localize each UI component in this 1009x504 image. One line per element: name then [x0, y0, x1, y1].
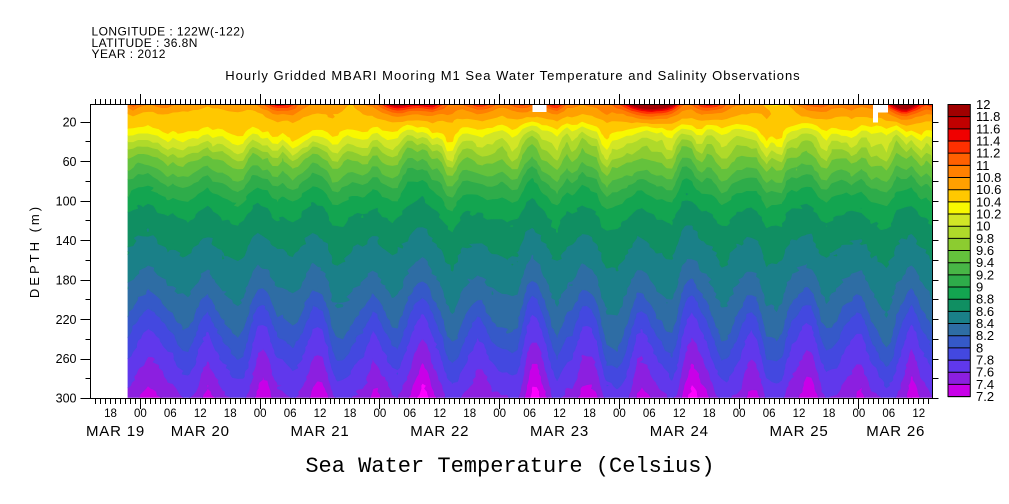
svg-text:00: 00 [493, 408, 506, 420]
svg-text:18: 18 [583, 408, 596, 420]
svg-text:Hourly Gridded MBARI Mooring M: Hourly Gridded MBARI Mooring M1 Sea Wate… [225, 68, 800, 83]
svg-text:10.8: 10.8 [976, 170, 1001, 185]
svg-text:18: 18 [823, 408, 836, 420]
svg-text:12: 12 [433, 408, 446, 420]
svg-text:00: 00 [254, 408, 267, 420]
svg-text:12: 12 [553, 408, 566, 420]
svg-text:11.8: 11.8 [976, 109, 1000, 124]
svg-text:00: 00 [134, 408, 147, 420]
svg-text:180: 180 [56, 273, 77, 287]
svg-text:8: 8 [976, 340, 983, 355]
svg-text:11.2: 11.2 [976, 146, 1000, 161]
svg-text:MAR 25: MAR 25 [770, 423, 829, 440]
svg-text:06: 06 [523, 408, 536, 420]
svg-text:18: 18 [703, 408, 716, 420]
svg-text:12: 12 [912, 408, 925, 420]
svg-text:00: 00 [733, 408, 746, 420]
svg-text:9: 9 [976, 280, 983, 295]
svg-text:MAR 20: MAR 20 [171, 423, 230, 440]
svg-text:8.6: 8.6 [976, 304, 994, 319]
svg-text:7.2: 7.2 [976, 389, 994, 404]
svg-text:9.4: 9.4 [976, 255, 994, 270]
svg-text:140: 140 [56, 234, 77, 248]
svg-text:10.2: 10.2 [976, 207, 1001, 222]
svg-text:MAR 22: MAR 22 [410, 423, 469, 440]
svg-text:Sea Water Temperature (Celsius: Sea Water Temperature (Celsius) [305, 454, 714, 479]
svg-text:7.8: 7.8 [976, 353, 994, 368]
svg-text:8.4: 8.4 [976, 316, 994, 331]
svg-text:8.8: 8.8 [976, 292, 994, 307]
svg-text:60: 60 [63, 155, 77, 169]
svg-text:12: 12 [793, 408, 806, 420]
svg-text:06: 06 [403, 408, 416, 420]
svg-text:MAR 24: MAR 24 [650, 423, 709, 440]
svg-text:9.6: 9.6 [976, 243, 994, 258]
svg-text:11.4: 11.4 [976, 134, 1000, 149]
svg-text:06: 06 [284, 408, 297, 420]
svg-text:18: 18 [344, 408, 357, 420]
svg-text:9.2: 9.2 [976, 267, 994, 282]
svg-text:LATITUDE : 36.8N: LATITUDE : 36.8N [92, 36, 198, 50]
svg-text:MAR 21: MAR 21 [291, 423, 350, 440]
svg-text:06: 06 [164, 408, 177, 420]
svg-text:9.8: 9.8 [976, 231, 994, 246]
svg-text:18: 18 [224, 408, 237, 420]
svg-text:7.4: 7.4 [976, 377, 994, 392]
svg-text:260: 260 [56, 352, 77, 366]
svg-text:06: 06 [643, 408, 656, 420]
svg-text:7.6: 7.6 [976, 365, 994, 380]
svg-text:10: 10 [976, 219, 990, 234]
svg-text:18: 18 [104, 408, 117, 420]
svg-text:18: 18 [463, 408, 476, 420]
svg-text:06: 06 [763, 408, 776, 420]
svg-text:10.4: 10.4 [976, 194, 1001, 209]
svg-text:MAR 26: MAR 26 [866, 423, 925, 440]
svg-text:8.2: 8.2 [976, 328, 994, 343]
svg-text:00: 00 [853, 408, 866, 420]
svg-text:06: 06 [882, 408, 895, 420]
svg-text:10.6: 10.6 [976, 182, 1001, 197]
svg-text:12: 12 [194, 408, 207, 420]
svg-text:11.6: 11.6 [976, 121, 1000, 136]
svg-text:12: 12 [673, 408, 686, 420]
svg-text:DEPTH (m): DEPTH (m) [27, 204, 42, 298]
svg-text:00: 00 [613, 408, 626, 420]
svg-text:00: 00 [374, 408, 387, 420]
svg-text:11: 11 [976, 158, 990, 173]
svg-text:12: 12 [314, 408, 327, 420]
svg-text:LONGITUDE : 122W(-122): LONGITUDE : 122W(-122) [92, 25, 245, 39]
svg-text:MAR 19: MAR 19 [86, 423, 145, 440]
svg-text:MAR 23: MAR 23 [530, 423, 589, 440]
svg-text:300: 300 [56, 392, 77, 406]
svg-text:YEAR : 2012: YEAR : 2012 [92, 47, 166, 61]
svg-text:100: 100 [56, 194, 77, 208]
svg-text:220: 220 [56, 313, 77, 327]
svg-text:12: 12 [976, 97, 990, 112]
svg-text:20: 20 [63, 116, 77, 130]
